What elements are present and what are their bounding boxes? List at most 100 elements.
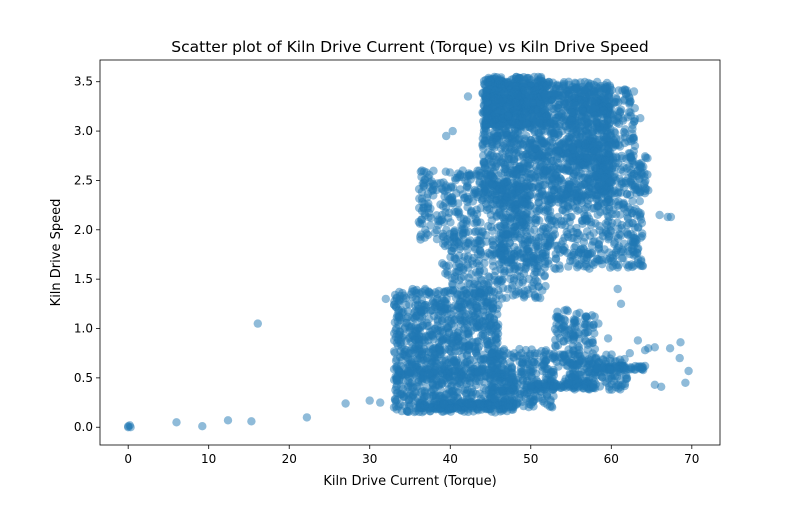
scatter-point xyxy=(557,163,566,172)
scatter-point xyxy=(633,166,642,176)
scatter-point xyxy=(491,294,501,303)
scatter-point xyxy=(457,369,466,379)
scatter-point xyxy=(525,349,535,359)
scatter-point xyxy=(404,399,413,409)
scatter-point xyxy=(512,287,521,296)
scatter-point xyxy=(524,244,533,253)
scatter-point xyxy=(650,343,659,352)
scatter-point xyxy=(509,130,518,139)
scatter-point xyxy=(518,276,528,285)
scatter-point xyxy=(543,176,553,185)
scatter-point xyxy=(479,144,488,153)
scatter-point xyxy=(567,108,576,117)
scatter-point xyxy=(522,131,531,141)
scatter-point xyxy=(547,143,557,153)
scatter-point xyxy=(510,226,520,235)
scatter-point xyxy=(655,210,664,220)
scatter-point xyxy=(408,284,417,294)
scatter-point xyxy=(490,394,499,403)
scatter-point xyxy=(556,324,566,334)
scatter-point xyxy=(628,174,637,183)
scatter-point xyxy=(599,119,608,128)
scatter-point xyxy=(575,150,584,160)
scatter-point xyxy=(494,286,503,295)
scatter-point xyxy=(506,161,515,171)
scatter-point xyxy=(593,210,602,219)
scatter-point xyxy=(579,85,589,94)
scatter-point xyxy=(503,230,512,239)
scatter-point xyxy=(632,248,641,257)
scatter-point xyxy=(535,204,544,213)
scatter-point xyxy=(559,99,569,109)
scatter-point xyxy=(484,279,493,288)
scatter-point xyxy=(630,183,640,192)
scatter-point xyxy=(587,96,596,105)
scatter-point xyxy=(468,260,478,269)
scatter-point xyxy=(419,306,428,315)
scatter-point xyxy=(466,171,475,180)
scatter-point xyxy=(633,255,643,264)
scatter-point xyxy=(640,152,650,161)
scatter-point xyxy=(443,286,452,296)
scatter-point xyxy=(253,319,262,328)
scatter-point xyxy=(421,286,430,295)
scatter-point xyxy=(616,231,626,240)
scatter-point xyxy=(482,205,492,215)
scatter-point xyxy=(507,391,516,400)
scatter-point xyxy=(600,199,609,209)
scatter-point xyxy=(676,338,685,347)
scatter-point xyxy=(398,349,407,359)
scatter-point xyxy=(496,264,505,274)
scatter-point xyxy=(502,293,511,302)
scatter-point xyxy=(573,263,582,272)
scatter-point xyxy=(492,136,502,145)
scatter-point xyxy=(626,230,635,239)
scatter-point xyxy=(544,241,553,250)
scatter-point xyxy=(456,290,466,299)
scatter-point xyxy=(515,217,524,226)
scatter-point xyxy=(519,197,528,207)
scatter-point xyxy=(442,374,451,383)
scatter-point xyxy=(510,145,520,154)
scatter-point xyxy=(428,298,437,307)
scatter-point xyxy=(555,264,564,273)
scatter-point xyxy=(549,216,558,225)
scatter-point xyxy=(526,227,535,236)
scatter-point xyxy=(302,413,312,422)
scatter-point xyxy=(540,272,549,281)
scatter-point xyxy=(452,189,461,198)
scatter-point xyxy=(616,299,626,308)
scatter-point xyxy=(675,353,684,363)
scatter-point xyxy=(453,302,462,311)
scatter-point xyxy=(541,157,550,166)
scatter-point xyxy=(502,102,511,112)
scatter-point xyxy=(626,97,635,106)
scatter-point xyxy=(418,387,427,396)
scatter-point xyxy=(580,329,589,338)
scatter-point xyxy=(585,133,594,142)
scatter-point xyxy=(482,199,491,209)
scatter-point xyxy=(446,194,455,203)
scatter-point xyxy=(634,222,643,232)
scatter-point xyxy=(567,323,577,332)
scatter-point xyxy=(506,199,515,209)
scatter-point xyxy=(505,358,515,367)
scatter-point xyxy=(512,170,521,179)
scatter-point xyxy=(421,225,430,234)
scatter-point xyxy=(608,209,617,219)
scatter-point xyxy=(524,236,533,245)
scatter-point xyxy=(511,119,521,128)
scatter-point xyxy=(568,143,577,152)
scatter-point xyxy=(563,248,572,258)
scatter-point xyxy=(427,391,437,401)
scatter-point xyxy=(558,237,567,246)
scatter-point xyxy=(417,295,427,304)
scatter-point xyxy=(419,167,429,176)
scatter-point xyxy=(482,106,492,116)
scatter-point xyxy=(607,132,616,141)
scatter-point xyxy=(558,116,567,125)
scatter-point xyxy=(426,204,435,213)
scatter-point xyxy=(391,385,400,395)
scatter-point xyxy=(496,251,505,261)
